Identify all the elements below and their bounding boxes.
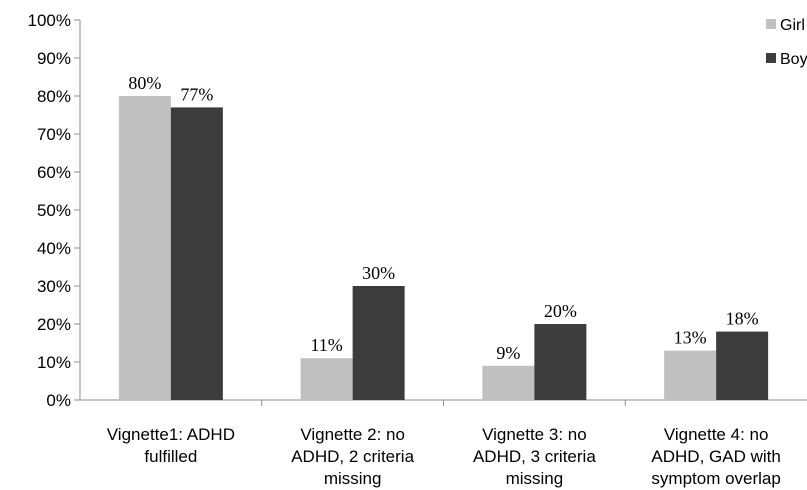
data-label: 30%: [362, 263, 395, 283]
legend-label-girl: Girl: [780, 17, 805, 34]
y-tick-label: 60%: [37, 163, 71, 182]
y-tick-label: 30%: [37, 277, 71, 296]
bar-girl: [118, 96, 171, 400]
bar-boy: [716, 331, 769, 400]
y-tick-label: 90%: [37, 49, 71, 68]
data-label: 80%: [128, 73, 161, 93]
category-label: missing: [506, 469, 564, 488]
data-label: 13%: [674, 328, 707, 348]
legend-swatch-boy: [766, 53, 776, 63]
category-labels: Vignette1: ADHD fulfilled Vignette 2: no AD…: [107, 425, 781, 488]
y-tick-label: 40%: [37, 239, 71, 258]
data-label: 20%: [544, 301, 577, 321]
y-tick-label: 50%: [37, 201, 71, 220]
data-labels: 80% 77% 11% 30% 9% 20% 13% 18%: [128, 73, 758, 363]
category-label: ADHD, 2 criteria: [291, 447, 414, 466]
category-label: Vignette 2: no: [300, 425, 405, 444]
bars: [118, 96, 769, 401]
legend-label-boy: Boy: [780, 51, 807, 68]
data-label: 18%: [726, 309, 759, 329]
data-label: 77%: [180, 84, 213, 104]
category-label: Vignette1: ADHD: [107, 425, 235, 444]
bar-boy: [534, 324, 587, 400]
bar-girl: [664, 350, 717, 400]
bar-boy: [170, 107, 223, 401]
category-label: missing: [324, 469, 382, 488]
axes: 0% 10% 20% 30% 40% 50% 60% 70% 80% 90% 100%: [28, 11, 807, 410]
category-label: ADHD, GAD with: [651, 447, 780, 466]
y-tick-label: 20%: [37, 315, 71, 334]
y-tick-label: 70%: [37, 125, 71, 144]
category-label: Vignette 3: no: [482, 425, 587, 444]
data-label: 11%: [310, 335, 342, 355]
category-label: Vignette 4: no: [664, 425, 769, 444]
bar-girl: [300, 358, 353, 400]
bar-boy: [352, 286, 405, 400]
category-label: fulfilled: [144, 447, 197, 466]
bar-girl: [482, 365, 535, 400]
y-tick-label: 80%: [37, 87, 71, 106]
y-tick-label: 100%: [28, 11, 71, 30]
legend-swatch-girl: [766, 19, 776, 29]
y-tick-label: 10%: [37, 353, 71, 372]
category-label: symptom overlap: [651, 469, 780, 488]
data-label: 9%: [496, 343, 520, 363]
category-label: ADHD, 3 criteria: [473, 447, 596, 466]
legend: Girl Boy: [766, 17, 807, 68]
y-tick-label: 0%: [46, 391, 71, 410]
